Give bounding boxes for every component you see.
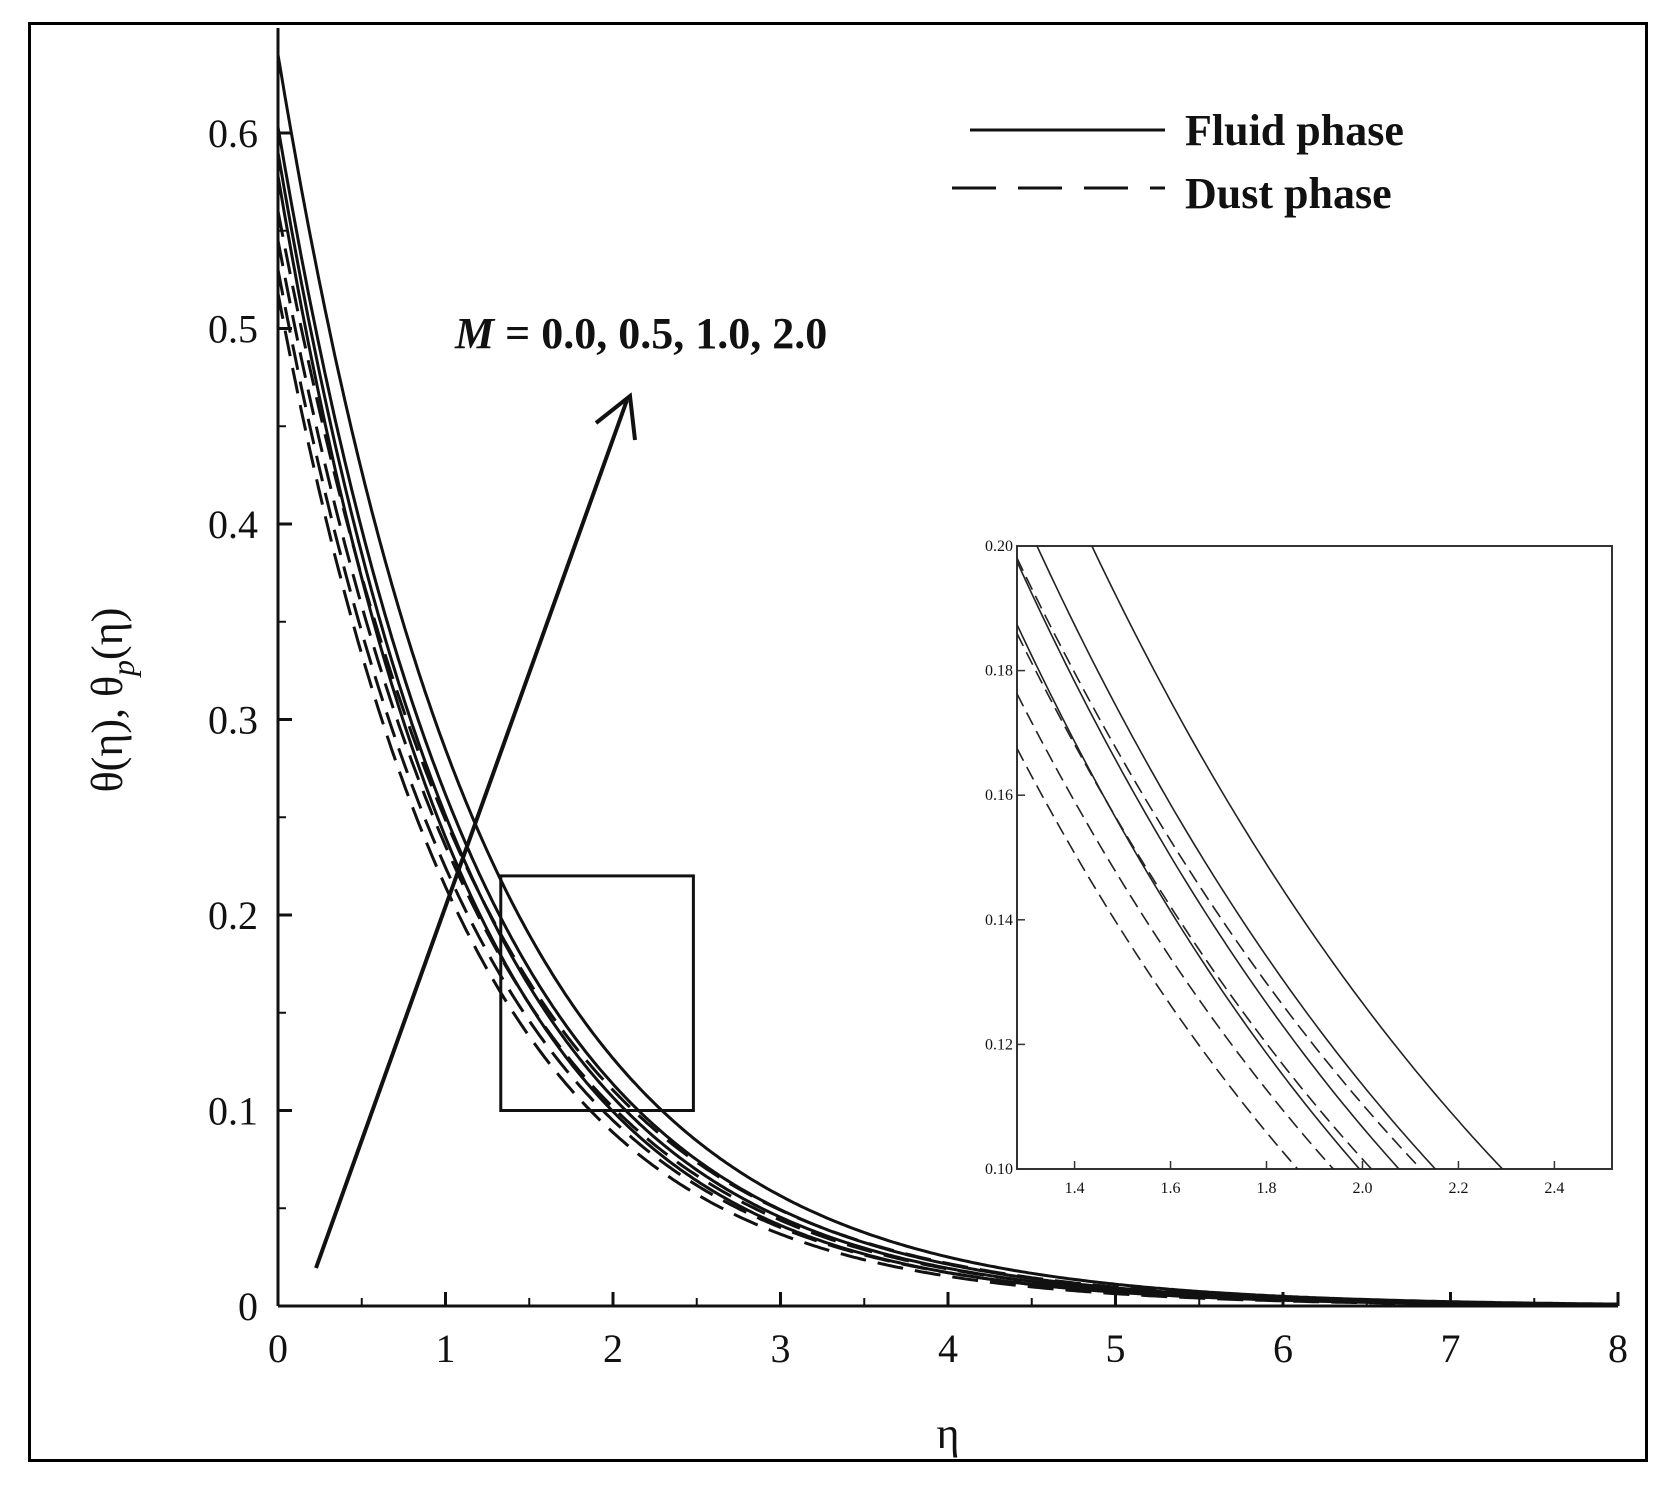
inset-fluid-curve-3 <box>1091 546 1504 1169</box>
inset-y-tick-label: 0.14 <box>985 912 1013 929</box>
y-label-part: θ(η), θ <box>83 676 132 792</box>
annotation-symbol: M <box>454 309 496 358</box>
inset-y-tick-label: 0.18 <box>985 663 1013 680</box>
trend-arrow-head <box>594 392 637 441</box>
inset-fluid-curve-2 <box>1036 546 1437 1169</box>
x-axis-label: η <box>936 1409 959 1458</box>
inset-y-tick-label: 0.12 <box>985 1036 1013 1053</box>
legend-label-fluid: Fluid phase <box>1185 106 1404 155</box>
x-tick-label: 6 <box>1273 1326 1293 1371</box>
y-tick-label: 0.6 <box>208 111 258 156</box>
main-ticks: 0 1 2 3 4 5 6 7 8 0 0.1 0.2 0.3 0.4 0.5 0.6 <box>208 111 1628 1371</box>
y-label-subscript: p <box>105 660 141 678</box>
inset-x-tick-label: 2.4 <box>1544 1180 1564 1197</box>
x-tick-label: 7 <box>1441 1326 1461 1371</box>
annotation-text: M = 0.0, 0.5, 1.0, 2.0 <box>454 309 827 358</box>
annotation-values: = 0.0, 0.5, 1.0, 2.0 <box>494 309 827 358</box>
inset-x-tick-label: 2.2 <box>1448 1180 1468 1197</box>
y-tick-label: 0 <box>238 1284 258 1329</box>
y-tick-label: 0.3 <box>208 698 258 743</box>
inset-dust-curve-4 <box>1017 748 1299 1169</box>
legend: Fluid phase Dust phase <box>952 106 1404 218</box>
inset-x-tick-label: 1.6 <box>1161 1180 1181 1197</box>
x-tick-label: 4 <box>938 1326 958 1371</box>
inset-fluid-curve-1 <box>1017 561 1401 1169</box>
inset-dust-curve-7 <box>1017 557 1422 1169</box>
y-axis-label-group: θ(η), θp(η) <box>83 608 141 793</box>
inset-x-tick-label: 2.0 <box>1352 1180 1372 1197</box>
x-tick-label: 5 <box>1106 1326 1126 1371</box>
y-tick-label: 0.5 <box>208 307 258 352</box>
inset-x-tick-label: 1.4 <box>1065 1180 1085 1197</box>
inset-y-tick-label: 0.10 <box>985 1161 1013 1178</box>
inset-dust-curve-6 <box>1017 633 1373 1169</box>
inset-chart: 1.4 1.6 1.8 2.0 2.2 2.4 0.10 0.12 0.14 0.16 0.18 0.… <box>985 538 1613 1197</box>
y-label-part: (η) <box>83 608 132 660</box>
x-tick-label: 2 <box>603 1326 623 1371</box>
zoom-box <box>499 874 695 1113</box>
zoom-rectangle <box>499 874 695 1113</box>
parameter-annotation: M = 0.0, 0.5, 1.0, 2.0 <box>314 309 827 1269</box>
x-tick-label: 1 <box>436 1326 456 1371</box>
y-tick-label: 0.2 <box>208 893 258 938</box>
trend-arrow <box>314 399 629 1269</box>
inset-x-tick-label: 1.8 <box>1257 1180 1277 1197</box>
x-tick-label: 3 <box>771 1326 791 1371</box>
x-tick-label: 0 <box>268 1326 288 1371</box>
y-tick-label: 0.4 <box>208 502 258 547</box>
inset-curves <box>1017 546 1504 1169</box>
inset-frame <box>1016 545 1613 1170</box>
dust-curve-6 <box>276 240 1618 1307</box>
legend-label-dust: Dust phase <box>1185 169 1392 218</box>
inset-y-tick-label: 0.16 <box>985 787 1013 804</box>
y-axis-label: θ(η), θp(η) <box>83 608 141 793</box>
x-tick-label: 8 <box>1608 1326 1628 1371</box>
inset-y-tick-label: 0.20 <box>985 538 1013 555</box>
y-tick-label: 0.1 <box>208 1089 258 1134</box>
